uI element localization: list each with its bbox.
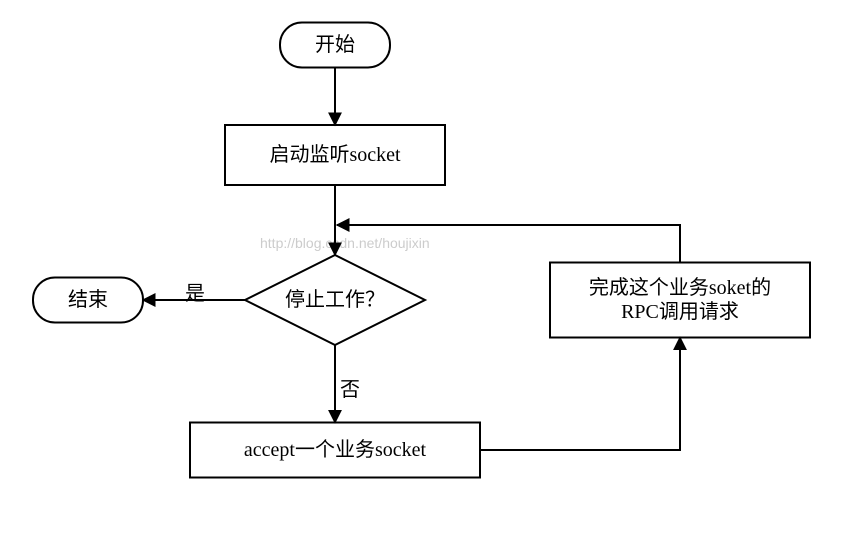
svg-text:完成这个业务soket的: 完成这个业务soket的 <box>589 276 771 299</box>
flowchart-diagram: http://blog.csdn.net/houjixin 开始启动监听socke… <box>0 0 860 533</box>
svg-text:结束: 结束 <box>68 288 108 311</box>
node-end: 结束 <box>33 278 143 323</box>
svg-text:是: 是 <box>185 283 205 305</box>
svg-text:accept一个业务socket: accept一个业务socket <box>244 438 427 461</box>
svg-text:启动监听socket: 启动监听socket <box>269 143 401 166</box>
svg-text:停止工作？: 停止工作？ <box>285 288 385 311</box>
svg-text:开始: 开始 <box>315 33 355 56</box>
watermark-text: http://blog.csdn.net/houjixin <box>260 235 430 251</box>
svg-text:否: 否 <box>340 379 360 401</box>
node-listen: 启动监听socket <box>225 125 445 185</box>
node-start: 开始 <box>280 23 390 68</box>
svg-text:RPC调用请求: RPC调用请求 <box>621 300 739 323</box>
node-accept: accept一个业务socket <box>190 423 480 478</box>
node-rpc: 完成这个业务soket的RPC调用请求 <box>550 263 810 338</box>
node-stop_q: 停止工作？ <box>245 255 425 345</box>
